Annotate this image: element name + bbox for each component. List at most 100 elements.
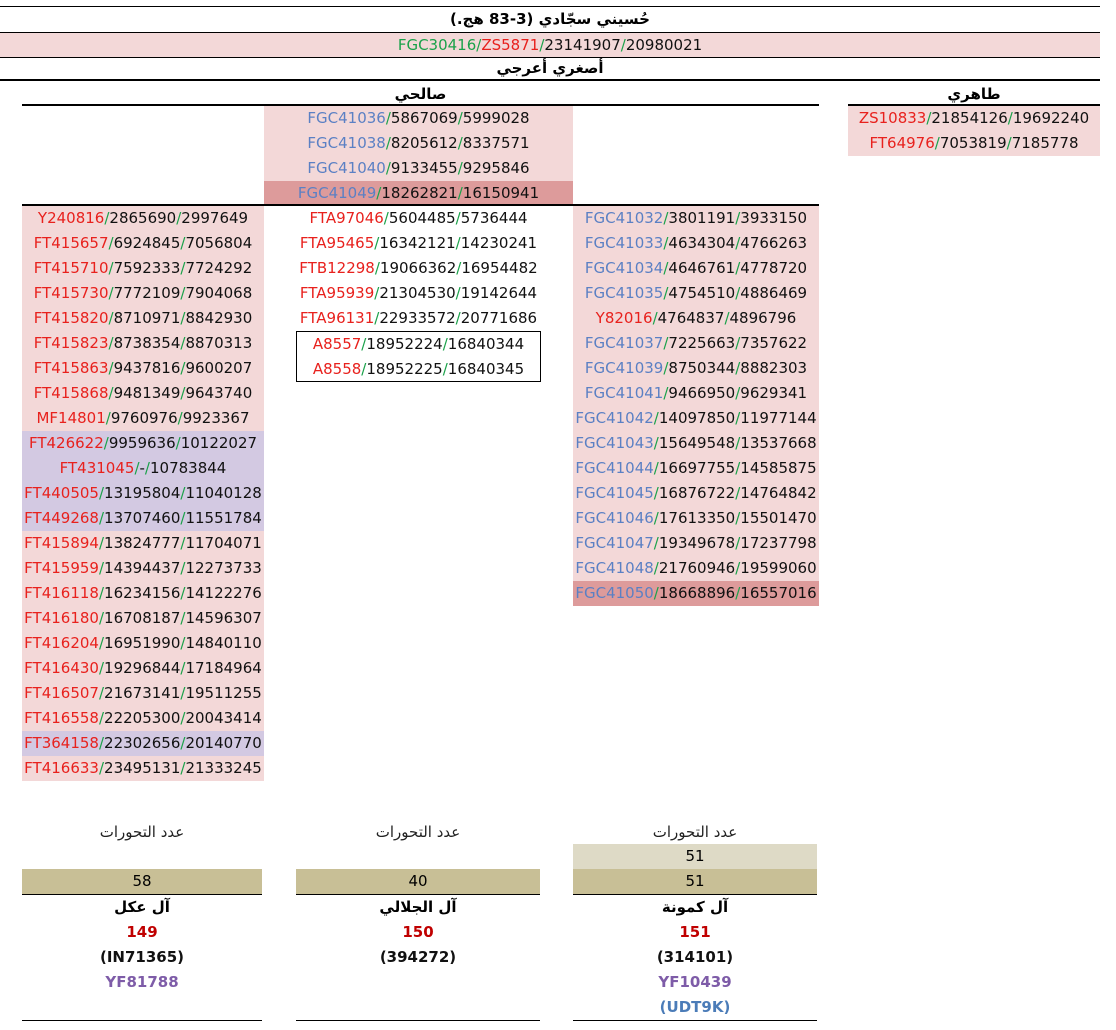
separator: / [180,359,186,377]
snp-name: FT364158 [24,734,99,752]
separator: / [180,534,186,552]
position-hg19: 11977144 [740,409,817,427]
right-family-extra: YF10439 [658,973,732,991]
separator: / [455,209,461,227]
middle-family-name: آل الجلالي [379,898,457,916]
subbranch-tahiri: طاهري [947,85,1001,103]
position-hg38: 7225663 [668,334,736,352]
right-bottom-rule [573,1020,817,1021]
position-hg38: 7772109 [113,284,181,302]
position-hg19: 20771686 [460,309,538,327]
position-hg38: 18668896 [658,584,736,602]
snp-name: FGC41047 [575,534,654,552]
marker-row: FT416430/19296844/17184964 [22,656,264,681]
marker-row: FGC41044/16697755/14585875 [573,456,819,481]
separator: / [176,209,182,227]
separator: / [539,36,545,54]
position-hg19: 4886469 [740,284,808,302]
separator: / [735,434,741,452]
position-hg19: 20140770 [185,734,262,752]
position-hg38: 8710971 [113,309,181,327]
position-hg38: 4634304 [668,234,736,252]
position-hg38: 13195804 [104,484,181,502]
lineage-part: ZS5871 [481,36,540,54]
separator: / [180,384,186,402]
separator: / [385,159,391,177]
right-count: 51 [573,869,817,894]
separator: / [374,309,380,327]
separator: / [374,234,380,252]
position-hg19: 12273733 [185,559,262,577]
separator: / [652,309,658,327]
marker-row: FT416507/21673141/19511255 [22,681,264,706]
marker-row: FGC41035/4754510/4886469 [573,281,819,306]
snp-name: FT416558 [24,709,99,727]
marker-row: FGC41032/3801191/3933150 [573,206,819,231]
snp-name: MF14801 [36,409,106,427]
separator: / [735,284,741,302]
position-hg19: 9629341 [740,384,808,402]
position-hg19: 19511255 [185,684,262,702]
branch-rule [0,79,1100,81]
left-count: 58 [22,869,262,894]
separator: / [134,459,140,477]
marker-row: FT415730/7772109/7904068 [22,281,264,306]
position-hg19: 7724292 [185,259,253,277]
snp-name: FT416118 [24,584,99,602]
separator: / [735,259,741,277]
separator: / [108,309,114,327]
marker-row: FTA95939/21304530/19142644 [296,281,541,306]
position-hg19: 5999028 [462,109,530,127]
position-hg38: 19296844 [104,659,181,677]
position-hg38: 13707460 [104,509,181,527]
separator: / [98,609,105,627]
lineage-part: FGC30416 [397,36,477,54]
snp-name: FTA96131 [299,309,375,327]
position-hg19: 20043414 [185,709,262,727]
position-hg19: 2997649 [181,209,249,227]
separator: / [98,709,105,727]
position-hg19: 11040128 [185,484,262,502]
middle-bottom-rule [296,1020,540,1021]
position-hg38: 16876722 [658,484,736,502]
position-hg38: 9959636 [108,434,176,452]
separator: / [456,259,462,277]
position-hg19: 16840344 [447,335,525,353]
snp-name: ZS10833 [858,109,927,127]
snp-name: FGC41044 [575,459,654,477]
snp-name: FT416204 [24,634,99,652]
position-hg19: 16840345 [447,360,525,378]
separator: / [180,584,186,602]
snp-name: FT449268 [24,509,99,527]
position-hg19: 7056804 [185,234,253,252]
right-family-code: (314101) [656,948,734,966]
position-hg38: 18952225 [366,360,443,378]
separator: / [653,409,659,427]
snp-name: FGC41049 [297,184,377,202]
position-hg19: 11704071 [185,534,262,552]
snp-name: FGC41048 [575,559,654,577]
snp-name: FT431045 [59,459,135,477]
snp-name: FT440505 [24,484,99,502]
separator: / [180,284,186,302]
separator: / [663,259,669,277]
snp-name: A8557 [312,335,362,353]
snp-name: FT416507 [24,684,99,702]
position-hg38: 18952224 [366,335,443,353]
snp-name: FGC41042 [575,409,654,427]
separator: / [735,484,741,502]
position-hg38: 3801191 [668,209,736,227]
separator: / [175,434,181,452]
separator: / [735,334,741,352]
snp-name: FGC41037 [584,334,664,352]
separator: / [103,434,109,452]
position-hg19: 4778720 [740,259,808,277]
snp-name: FGC41050 [575,584,654,602]
position-hg19: 16150941 [462,184,540,202]
position-hg38: 21854126 [931,109,1008,127]
position-hg19: 10783844 [149,459,227,477]
position-hg19: 14585875 [740,459,817,477]
separator: / [180,759,186,777]
position-hg19: 8842930 [185,309,253,327]
separator: / [180,484,186,502]
